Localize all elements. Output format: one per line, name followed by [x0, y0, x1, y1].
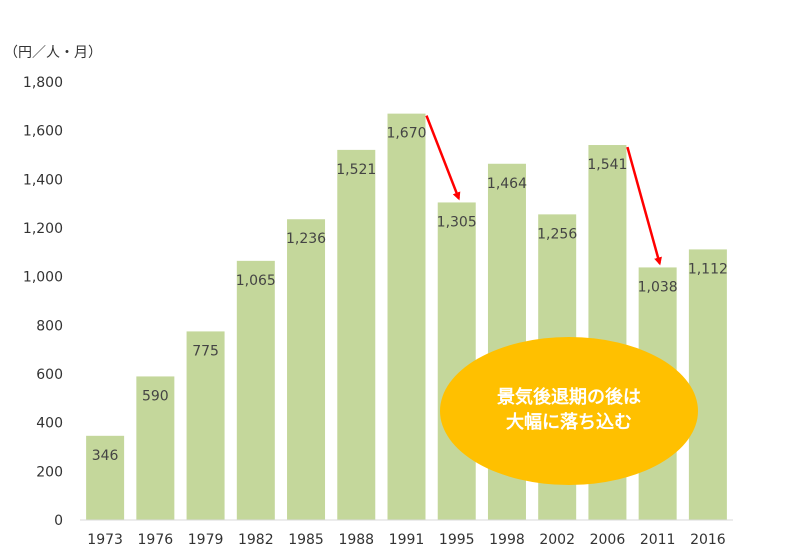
x-tick-label: 1998 — [489, 532, 525, 548]
y-tick-label: 1,600 — [23, 124, 63, 140]
bar-data-label: 1,521 — [336, 162, 376, 178]
bar — [86, 435, 125, 520]
callout: 景気後退期の後は 大幅に落ち込む — [440, 337, 698, 485]
bar-data-label: 1,541 — [587, 157, 627, 173]
bar-data-label: 1,464 — [487, 176, 527, 192]
x-axis-ticks: 1973 1976 1979 1982 1985 1988 1991 1995 1998 2002… — [87, 532, 725, 548]
callout-ellipse — [440, 337, 698, 485]
y-tick-label: 1,200 — [23, 221, 63, 237]
y-tick-label: 0 — [54, 513, 63, 529]
bar-data-label: 1,065 — [236, 273, 276, 289]
x-tick-label: 2002 — [539, 532, 575, 548]
x-tick-label: 1991 — [389, 532, 425, 548]
y-tick-label: 200 — [36, 464, 63, 480]
bar-data-label: 1,112 — [688, 261, 728, 277]
bar — [236, 260, 275, 520]
x-tick-label: 1988 — [338, 532, 374, 548]
bar-data-label: 1,305 — [437, 214, 477, 230]
x-tick-label: 1973 — [87, 532, 123, 548]
y-tick-label: 800 — [36, 318, 63, 334]
x-tick-label: 1982 — [238, 532, 274, 548]
y-axis-unit-label: （円／人・月） — [4, 45, 102, 61]
bar-data-label: 1,236 — [286, 231, 326, 247]
bar-data-label: 1,670 — [386, 126, 426, 142]
bar-data-label: 775 — [192, 343, 219, 359]
callout-line-1: 景気後退期の後は — [497, 386, 641, 408]
y-tick-label: 1,400 — [23, 172, 63, 188]
bar-data-label: 1,038 — [638, 279, 678, 295]
drop-arrows — [425, 115, 662, 266]
callout-line-2: 大幅に落ち込む — [506, 411, 632, 433]
x-tick-label: 2006 — [590, 532, 626, 548]
x-tick-label: 2011 — [640, 532, 676, 548]
x-tick-label: 1985 — [288, 532, 324, 548]
bar — [136, 376, 175, 520]
x-tick-label: 1979 — [188, 532, 224, 548]
y-tick-label: 1,000 — [23, 270, 63, 286]
y-tick-label: 400 — [36, 416, 63, 432]
bars: 346 590 775 1,065 1,236 1,521 1,670 1,305 1,464 1… — [86, 113, 728, 521]
bar — [287, 219, 326, 521]
bar — [437, 202, 476, 520]
x-tick-label: 1995 — [439, 532, 475, 548]
y-tick-label: 1,800 — [23, 75, 63, 91]
bar-data-label: 590 — [142, 388, 169, 404]
x-tick-label: 1976 — [138, 532, 174, 548]
bar — [387, 113, 426, 520]
x-tick-label: 2016 — [690, 532, 726, 548]
bar — [688, 249, 727, 520]
bar — [337, 149, 376, 520]
bar-data-label: 1,256 — [537, 226, 577, 242]
bar-data-label: 346 — [92, 448, 119, 464]
drop-arrow — [425, 115, 461, 201]
bar — [186, 331, 225, 520]
y-tick-label: 600 — [36, 367, 63, 383]
drop-arrow — [626, 146, 662, 266]
y-axis-ticks: 0 200 400 600 800 1,000 1,200 1,400 1,600 1,800 — [23, 75, 63, 529]
